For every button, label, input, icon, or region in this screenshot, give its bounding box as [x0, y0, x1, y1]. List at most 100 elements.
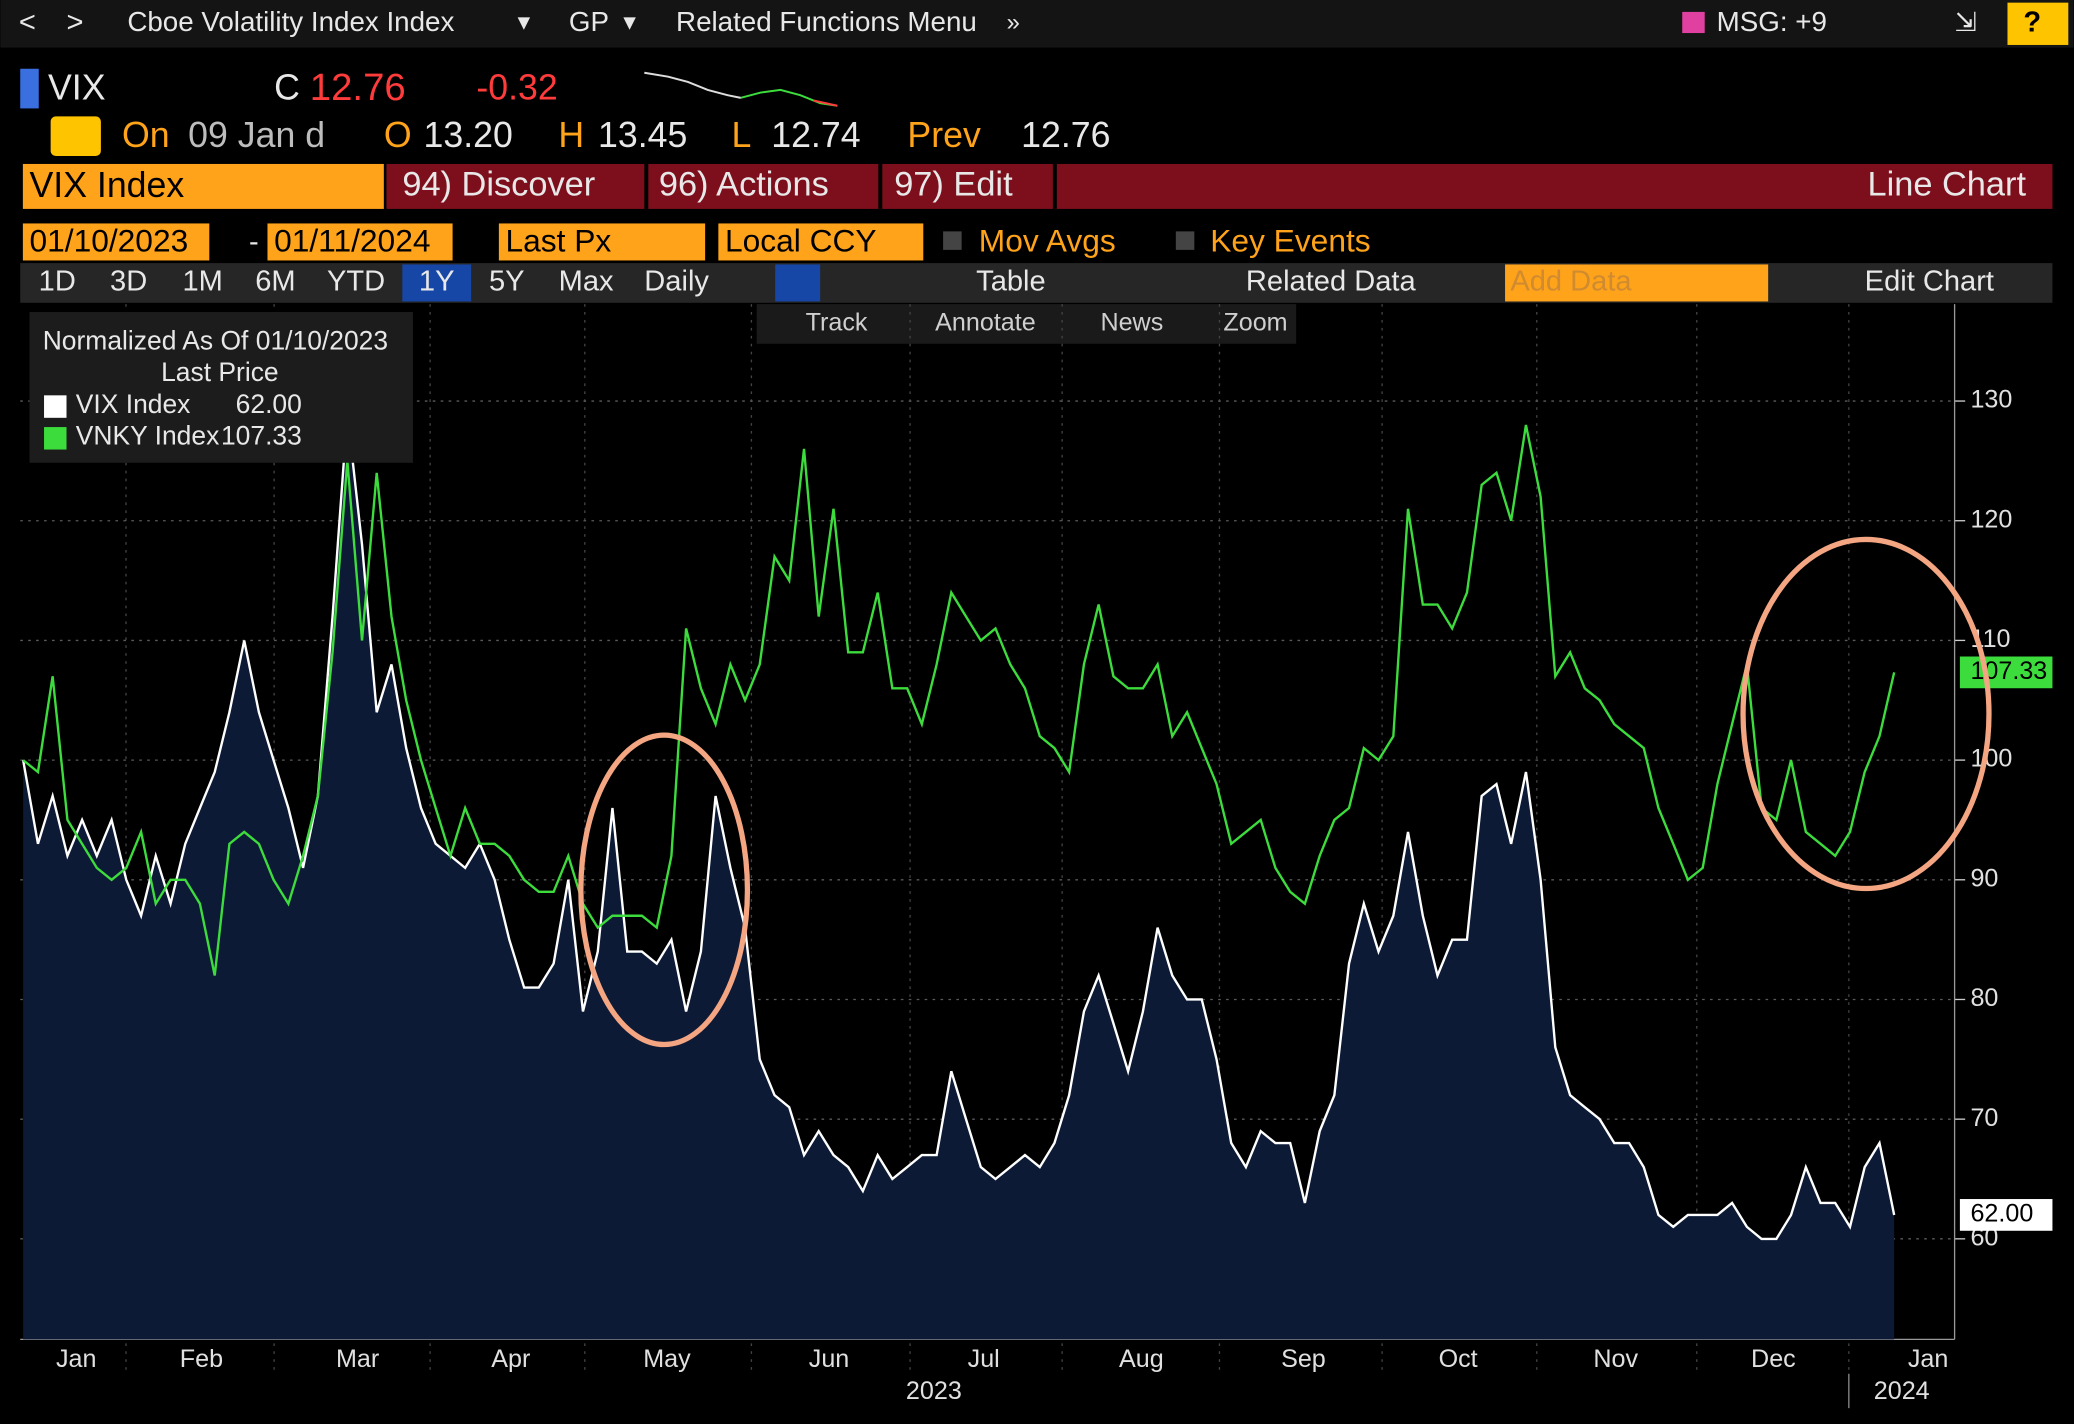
- last-value-label: 62.00: [1970, 1200, 2033, 1228]
- y-tick-label: 130: [1970, 386, 2012, 414]
- help-icon: ?: [2023, 6, 2041, 38]
- separator: [878, 163, 883, 209]
- on-label: On: [122, 115, 170, 155]
- tool-button[interactable]: News: [1100, 309, 1163, 337]
- mov-avgs[interactable]: Mov Avgs: [979, 223, 1116, 259]
- related-menu[interactable]: Related Functions Menu: [676, 6, 977, 37]
- back-button[interactable]: <: [19, 6, 36, 38]
- separator: [644, 163, 649, 209]
- field-text: Last Px: [505, 223, 611, 259]
- tool-bar: [756, 304, 1297, 344]
- frequency[interactable]: Daily: [644, 266, 709, 298]
- year-label: 2024: [1874, 1377, 1930, 1405]
- ticker-marker: [20, 68, 39, 109]
- open-label: O: [384, 115, 412, 155]
- checkbox[interactable]: [1175, 231, 1195, 250]
- year-label: 2023: [906, 1377, 962, 1405]
- legend-name: VIX Index: [76, 389, 191, 419]
- chart-type: Line Chart: [1867, 166, 2026, 204]
- period-button[interactable]: 1D: [39, 266, 76, 298]
- last-value-tag: [1959, 1199, 2053, 1231]
- y-tick-label: 120: [1970, 505, 2012, 533]
- highlight-circle: [1740, 536, 1992, 892]
- date-dash: -: [249, 226, 259, 258]
- menu-chevron: »: [1007, 9, 1020, 36]
- edit-chart[interactable]: Edit Chart: [1865, 266, 1994, 298]
- legend-name: VNKY Index: [76, 421, 220, 451]
- tool-button[interactable]: Annotate: [935, 309, 1036, 337]
- series-line: [21, 412, 1896, 1241]
- period-button[interactable]: 1Y: [419, 266, 455, 298]
- legend-title: Normalized As Of 01/10/2023: [43, 325, 388, 355]
- period-button[interactable]: 6M: [255, 266, 295, 298]
- related-data[interactable]: Related Data: [1246, 266, 1417, 298]
- x-tick-label: Dec: [1751, 1345, 1796, 1373]
- menubar: [386, 163, 2053, 209]
- function-name[interactable]: GP: [569, 6, 609, 37]
- net-change: -0.32: [476, 67, 557, 107]
- edit-menu[interactable]: 97) Edit: [894, 166, 1013, 204]
- x-tick-label: Jan: [1908, 1345, 1948, 1373]
- security-box[interactable]: [22, 163, 384, 209]
- checkbox[interactable]: [943, 231, 962, 250]
- legend-swatch: [44, 395, 67, 418]
- low-label: L: [732, 115, 752, 155]
- period-button[interactable]: Max: [559, 266, 614, 298]
- period-button[interactable]: 1M: [182, 266, 222, 298]
- period-selected: [402, 264, 472, 302]
- legend-value: 107.33: [221, 421, 302, 451]
- prev-label: Prev: [907, 115, 981, 155]
- last-value-tag: [1959, 656, 2053, 689]
- legend-swatch: [44, 427, 67, 450]
- tool-button[interactable]: Zoom: [1223, 309, 1287, 337]
- discover-menu[interactable]: 94) Discover: [402, 166, 595, 204]
- legend-subtitle: Last Price: [161, 357, 279, 387]
- actions-menu[interactable]: 96) Actions: [659, 166, 829, 204]
- area: [23, 413, 1895, 1340]
- currency-select[interactable]: [718, 223, 924, 261]
- security-title[interactable]: Cboe Volatility Index Index: [127, 6, 454, 37]
- field-select[interactable]: [498, 223, 706, 261]
- close-label: C: [274, 67, 300, 107]
- dropdown-arrow: ▼: [619, 11, 640, 34]
- last-price: 12.76: [310, 66, 406, 109]
- legend: [29, 312, 413, 463]
- security: VIX Index: [29, 165, 184, 205]
- period-button[interactable]: 5Y: [489, 266, 525, 298]
- y-tick-label: 70: [1970, 1104, 1998, 1132]
- quote-date: 09 Jan d: [188, 115, 325, 155]
- help-button[interactable]: [2007, 2, 2069, 45]
- high: 13.45: [598, 115, 687, 155]
- messages[interactable]: MSG: +9: [1717, 6, 1827, 37]
- ticker: VIX: [48, 67, 106, 107]
- open: 13.20: [424, 115, 513, 155]
- y-tick-label: 80: [1970, 984, 1998, 1012]
- tool-button[interactable]: Track: [806, 309, 868, 337]
- window-button[interactable]: ⇲: [1955, 7, 1977, 37]
- sparkline: [813, 99, 838, 107]
- msg-icon: [1682, 11, 1705, 34]
- table-button[interactable]: Table: [976, 266, 1046, 298]
- period-button[interactable]: 3D: [110, 266, 147, 298]
- series-line: [22, 424, 1896, 976]
- x-tick-label: Oct: [1439, 1345, 1478, 1373]
- x-tick-label: Feb: [180, 1345, 223, 1373]
- add-data-box[interactable]: [1505, 264, 1769, 302]
- highlight-circle: [578, 732, 751, 1048]
- period-button[interactable]: YTD: [327, 266, 385, 298]
- x-tick-label: Aug: [1119, 1345, 1164, 1373]
- dropdown-arrow: ▼: [513, 11, 534, 34]
- x-tick-label: Jan: [56, 1345, 96, 1373]
- high-label: H: [558, 115, 584, 155]
- currency-text: Local CCY: [725, 223, 877, 259]
- end-date[interactable]: [267, 223, 453, 261]
- start-date[interactable]: [22, 223, 210, 261]
- x-tick-label: Jun: [809, 1345, 849, 1373]
- prev: 12.76: [1021, 115, 1110, 155]
- key-events[interactable]: Key Events: [1210, 223, 1370, 259]
- forward-button[interactable]: >: [67, 6, 84, 38]
- x-tick-label: May: [643, 1345, 691, 1373]
- y-tick-label: 100: [1970, 745, 2012, 773]
- x-tick-label: Nov: [1593, 1345, 1638, 1373]
- line-chart-button[interactable]: [775, 264, 821, 302]
